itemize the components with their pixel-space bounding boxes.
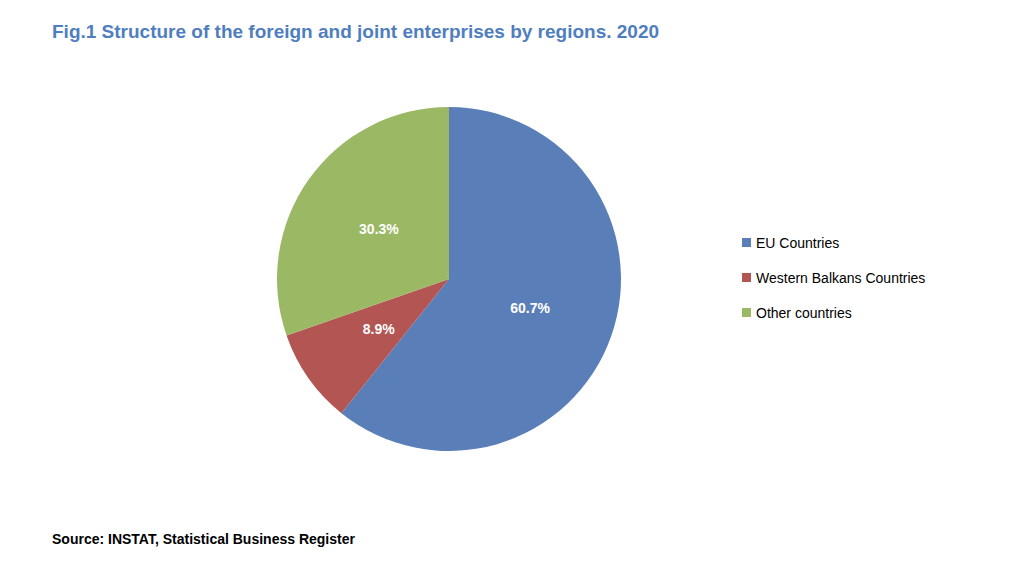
legend: EU Countries Western Balkans Countries Oth… [742,235,925,321]
legend-item: Other countries [742,305,852,321]
data-labels: 60.7% 8.9% 30.3% [359,221,550,336]
legend-swatch [742,308,751,317]
source-note: Source: INSTAT, Statistical Business Reg… [52,531,355,547]
legend-item: Western Balkans Countries [742,270,925,286]
pie [277,107,621,451]
legend-label: Western Balkans Countries [756,270,925,286]
legend-swatch [742,273,751,282]
pie-slice [277,107,449,336]
legend-swatch [742,238,751,247]
data-label: 8.9% [363,321,395,337]
legend-label: EU Countries [756,235,839,251]
legend-label: Other countries [756,305,852,321]
data-label: 60.7% [510,300,550,316]
legend-item: EU Countries [742,235,839,251]
data-label: 30.3% [359,221,399,237]
chart: Fig.1 Structure of the foreign and joint… [0,0,1024,572]
title: Fig.1 Structure of the foreign and joint… [52,21,659,42]
